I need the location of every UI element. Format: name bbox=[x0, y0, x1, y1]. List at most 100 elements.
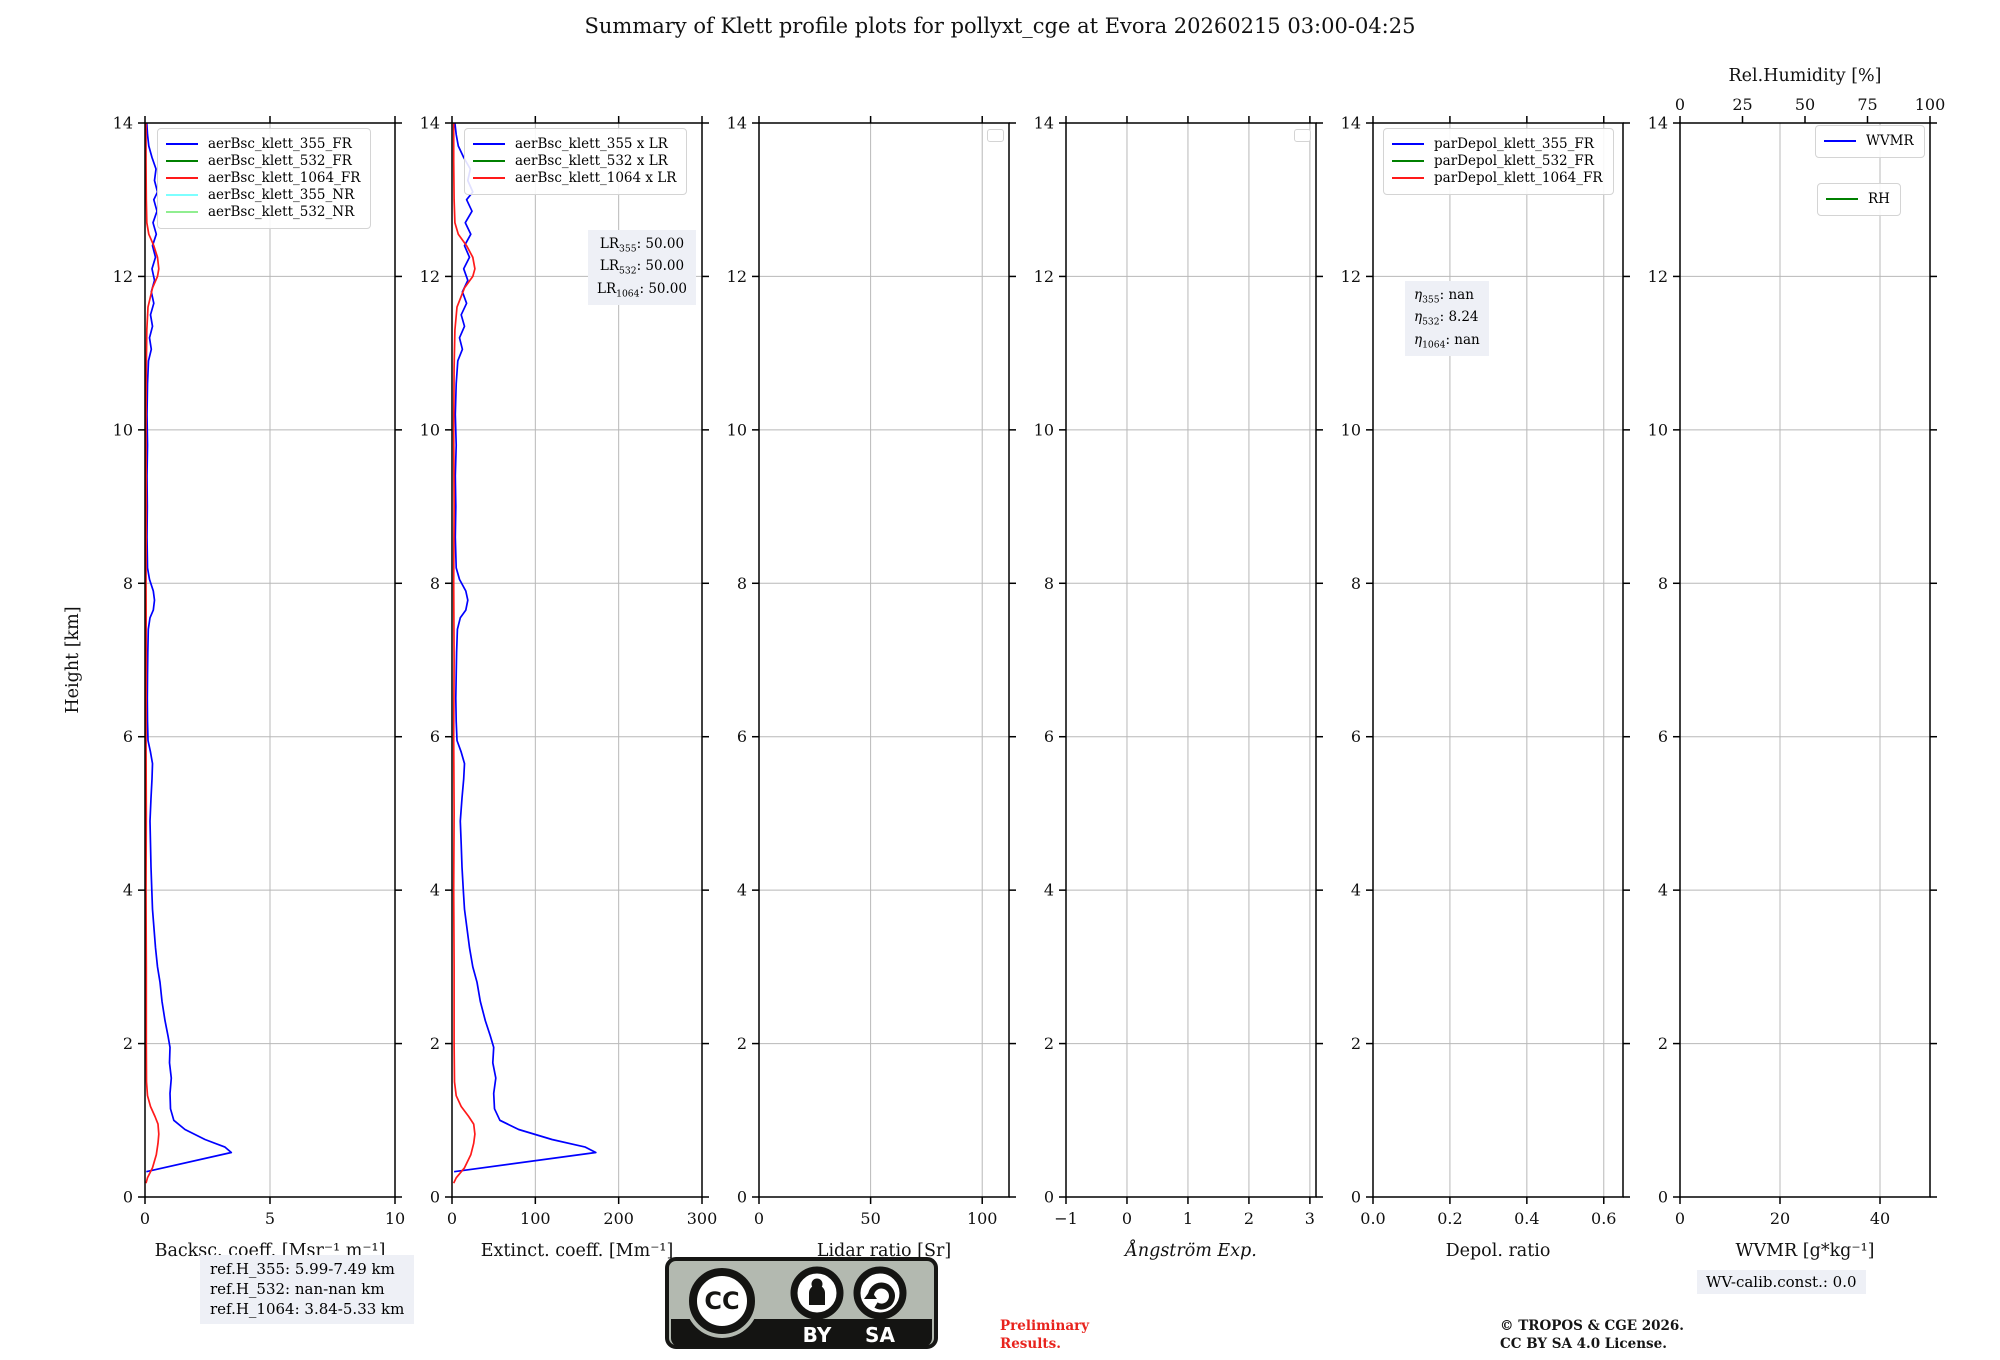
ref-height-532: ref.H_532: nan-nan km bbox=[210, 1279, 385, 1298]
ytick-label: 12 bbox=[1648, 267, 1668, 286]
xtick-label: 1 bbox=[1183, 1209, 1193, 1228]
badge-sa-label: SA bbox=[865, 1323, 895, 1347]
top-xtick-label: 25 bbox=[1732, 95, 1752, 114]
ytick-label: 4 bbox=[737, 881, 747, 900]
series-aerBsc_klett_355 x LR bbox=[453, 122, 597, 1173]
ytick-label: 12 bbox=[113, 267, 133, 286]
ytick-label: 4 bbox=[123, 881, 133, 900]
xtick-label: 50 bbox=[860, 1209, 880, 1228]
axes-spines bbox=[451, 122, 703, 1198]
ref-height-355: ref.H_355: 5.99-7.49 km bbox=[210, 1260, 395, 1278]
ytick-label: 2 bbox=[737, 1034, 747, 1053]
ytick-label: 2 bbox=[430, 1034, 440, 1053]
preliminary-line-1: Preliminary bbox=[1000, 1318, 1090, 1334]
axes-spines bbox=[1679, 122, 1931, 1198]
ref-height-1064: ref.H_1064: 3.84-5.33 km bbox=[210, 1299, 405, 1318]
axes-spines bbox=[1065, 122, 1317, 1198]
ytick-label: 6 bbox=[123, 727, 133, 746]
ytick-label: 14 bbox=[113, 114, 133, 133]
xaxis-label-wvmr: WVMR [g*kg⁻¹] bbox=[1736, 1241, 1875, 1261]
xaxis-label-depol-ratio: Depol. ratio bbox=[1446, 1241, 1551, 1261]
xtick-label: −1 bbox=[1054, 1209, 1078, 1228]
ytick-label: 6 bbox=[737, 727, 747, 746]
ytick-label: 0 bbox=[123, 1188, 133, 1207]
ytick-label: 14 bbox=[420, 114, 440, 133]
ytick-label: 10 bbox=[420, 420, 440, 439]
sa-icon-arrow bbox=[867, 1282, 895, 1310]
yaxis-label: Height [km] bbox=[63, 606, 83, 713]
ytick-label: 2 bbox=[1658, 1034, 1668, 1053]
copyright-line-1: © TROPOS & CGE 2026. bbox=[1500, 1318, 1685, 1334]
ytick-label: 12 bbox=[420, 267, 440, 286]
xtick-label: 0 bbox=[1675, 1209, 1685, 1228]
xtick-label: 3 bbox=[1305, 1209, 1315, 1228]
top-xtick-label: 100 bbox=[1915, 95, 1946, 114]
series-aerBsc_klett_1064 x LR bbox=[452, 123, 476, 1184]
ytick-label: 6 bbox=[1658, 727, 1668, 746]
xtick-label: 200 bbox=[603, 1209, 634, 1228]
xtick-label: 0.0 bbox=[1360, 1209, 1385, 1228]
xaxis-label-lidar-ratio: Lidar ratio [Sr] bbox=[817, 1241, 951, 1261]
ytick-label: 10 bbox=[1034, 420, 1054, 439]
xaxis-label-extinction: Extinct. coeff. [Mm⁻¹] bbox=[481, 1241, 674, 1261]
xtick-label: 2 bbox=[1244, 1209, 1254, 1228]
top-xtick-label: 0 bbox=[1675, 95, 1685, 114]
ytick-label: 10 bbox=[727, 420, 747, 439]
ytick-label: 6 bbox=[1351, 727, 1361, 746]
ytick-label: 4 bbox=[430, 881, 440, 900]
xtick-label: 20 bbox=[1770, 1209, 1790, 1228]
series-aerBsc_klett_1064_FR bbox=[145, 123, 160, 1184]
top-xtick-label: 50 bbox=[1795, 95, 1815, 114]
person-icon-body bbox=[809, 1285, 825, 1305]
copyright-line-2: CC BY SA 4.0 License. bbox=[1500, 1335, 1667, 1352]
xtick-label: 40 bbox=[1870, 1209, 1890, 1228]
ytick-label: 0 bbox=[430, 1188, 440, 1207]
xtick-label: 10 bbox=[385, 1209, 405, 1228]
top-xtick-label: 75 bbox=[1857, 95, 1877, 114]
panel-depol-ratio: 0.0 0.2 0.4 0.6 0 2 4 6 8 10 12 14 Depol. ratio bbox=[1341, 114, 1630, 1261]
ytick-label: 2 bbox=[1044, 1034, 1054, 1053]
ytick-label: 4 bbox=[1044, 881, 1054, 900]
preliminary-results-note: Preliminary Results. bbox=[1000, 1318, 1089, 1353]
xtick-label: 0.4 bbox=[1514, 1209, 1539, 1228]
axes-spines bbox=[1372, 122, 1624, 1198]
copyright-note: © TROPOS & CGE 2026. CC BY SA 4.0 Licens… bbox=[1500, 1318, 1684, 1353]
cc-icon bbox=[689, 1268, 755, 1334]
ytick-label: 2 bbox=[1351, 1034, 1361, 1053]
xtick-label: 100 bbox=[520, 1209, 551, 1228]
ytick-label: 8 bbox=[1351, 574, 1361, 593]
ytick-label: 0 bbox=[737, 1188, 747, 1207]
xtick-label: 0.2 bbox=[1437, 1209, 1462, 1228]
panel-wvmr: 0 20 40 0 2 4 6 8 10 12 14 WVMR [g*kg⁻¹] 0 25 50 75 100 R… bbox=[1648, 66, 1946, 1261]
xtick-label: 300 bbox=[687, 1209, 718, 1228]
xtick-label: 0.6 bbox=[1591, 1209, 1616, 1228]
panel-extinction: 0 100 200 300 0 2 4 6 8 10 12 14 Extinct. coeff. [Mm… bbox=[420, 114, 718, 1262]
xaxis-label-angstrom: Ångström Exp. bbox=[1123, 1240, 1257, 1261]
sa-icon-arrowhead bbox=[864, 1290, 877, 1299]
cc-by-sa-badge: CC BY SA bbox=[665, 1257, 938, 1349]
cc-icon-text: CC bbox=[704, 1287, 739, 1315]
ytick-label: 10 bbox=[113, 420, 133, 439]
ytick-label: 8 bbox=[737, 574, 747, 593]
ytick-label: 12 bbox=[1341, 267, 1361, 286]
ytick-label: 8 bbox=[123, 574, 133, 593]
ytick-label: 12 bbox=[727, 267, 747, 286]
ytick-label: 14 bbox=[1648, 114, 1668, 133]
ytick-label: 14 bbox=[727, 114, 747, 133]
series-aerBsc_klett_355_FR bbox=[145, 122, 233, 1173]
ytick-label: 12 bbox=[1034, 267, 1054, 286]
ytick-label: 6 bbox=[430, 727, 440, 746]
wv-calib-annotation: WV-calib.const.: 0.0 bbox=[1697, 1270, 1866, 1294]
xtick-label: 0 bbox=[754, 1209, 764, 1228]
badge-by-label: BY bbox=[803, 1323, 832, 1347]
ytick-label: 10 bbox=[1341, 420, 1361, 439]
ref-height-annotation: ref.H_355: 5.99-7.49 km ref.H_532: nan-n… bbox=[200, 1255, 415, 1325]
xtick-label: 0 bbox=[1122, 1209, 1132, 1228]
ytick-label: 14 bbox=[1034, 114, 1054, 133]
ytick-label: 0 bbox=[1658, 1188, 1668, 1207]
ytick-label: 6 bbox=[1044, 727, 1054, 746]
